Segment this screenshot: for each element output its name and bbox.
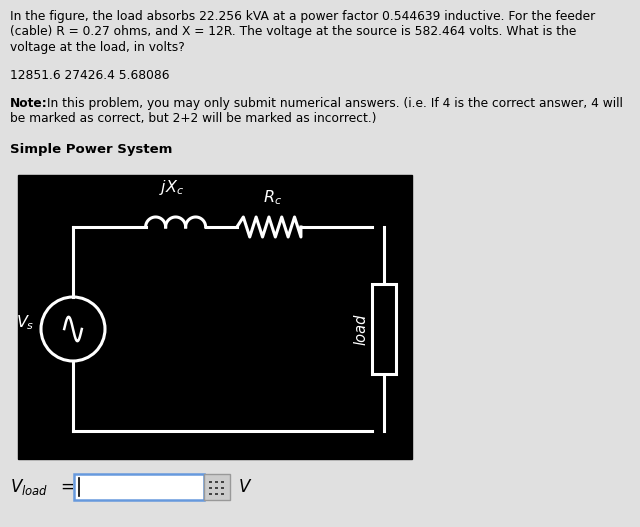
Bar xyxy=(221,493,223,495)
Bar xyxy=(74,474,204,500)
Bar xyxy=(215,481,218,483)
Bar xyxy=(204,474,230,500)
Bar xyxy=(372,284,396,374)
Text: $V_{load}$: $V_{load}$ xyxy=(10,477,48,497)
Bar xyxy=(215,486,218,489)
Text: $V$: $V$ xyxy=(238,478,252,496)
Text: (cable) R = 0.27 ohms, and X = 12R. The voltage at the source is 582.464 volts. : (cable) R = 0.27 ohms, and X = 12R. The … xyxy=(10,25,577,38)
Bar xyxy=(209,493,211,495)
Bar xyxy=(221,481,223,483)
Text: load: load xyxy=(353,314,368,345)
Text: In this problem, you may only submit numerical answers. (i.e. If 4 is the correc: In this problem, you may only submit num… xyxy=(43,97,623,110)
Text: Note:: Note: xyxy=(10,97,48,110)
Text: Simple Power System: Simple Power System xyxy=(10,143,172,157)
Bar xyxy=(215,493,218,495)
Text: voltage at the load, in volts?: voltage at the load, in volts? xyxy=(10,41,185,54)
Bar xyxy=(18,175,412,459)
Text: 12851.6 27426.4 5.68086: 12851.6 27426.4 5.68086 xyxy=(10,69,170,82)
Text: be marked as correct, but 2+2 will be marked as incorrect.): be marked as correct, but 2+2 will be ma… xyxy=(10,112,376,125)
Text: $R_c$: $R_c$ xyxy=(264,188,282,207)
Bar xyxy=(209,481,211,483)
Bar xyxy=(221,486,223,489)
Text: In the figure, the load absorbs 22.256 kVA at a power factor 0.544639 inductive.: In the figure, the load absorbs 22.256 k… xyxy=(10,10,595,23)
Text: $jX_c$: $jX_c$ xyxy=(159,178,184,197)
Bar xyxy=(209,486,211,489)
Text: =: = xyxy=(60,478,74,496)
Text: $V_s$: $V_s$ xyxy=(17,314,35,333)
